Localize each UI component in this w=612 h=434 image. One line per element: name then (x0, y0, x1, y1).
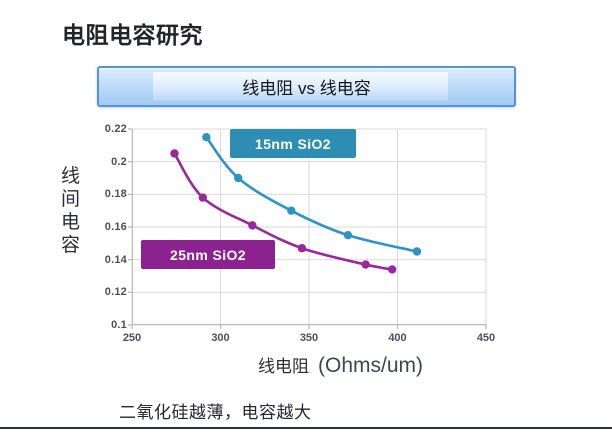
bottom-divider (0, 427, 612, 429)
x-axis-label: 线电阻 (Ohms/um) (258, 352, 423, 378)
data-point (198, 193, 207, 202)
x-axis-label-cn: 线电阻 (258, 357, 309, 376)
y-axis-title: 线间电容 (60, 166, 80, 256)
x-tick-label: 350 (299, 332, 319, 344)
x-tick-label: 250 (122, 332, 142, 344)
y-tick-label: 0.16 (104, 221, 127, 233)
data-point (297, 244, 307, 253)
legend-15nm-sio2: 15nm SiO2 (230, 129, 356, 158)
chart-title: 线电阻 vs 线电容 (242, 79, 371, 98)
data-point (387, 265, 397, 274)
data-point (234, 173, 243, 183)
chart-title-banner: 线电阻 vs 线电容 (97, 66, 516, 107)
data-point (248, 221, 257, 230)
footer-note: 二氧化硅越薄，电容越大 (119, 403, 312, 422)
plot-area (128, 128, 487, 329)
data-point (287, 206, 296, 215)
y-tick-label: 0.22 (104, 123, 127, 135)
y-tick-label: 0.2 (111, 155, 127, 168)
data-point (361, 260, 370, 269)
x-axis-label-unit: (Ohms/um) (318, 354, 423, 377)
data-point (343, 230, 353, 240)
data-point (412, 247, 422, 256)
page-title: 电阻电容研究 (62, 22, 203, 48)
x-tick-label: 400 (388, 332, 407, 344)
x-tick-label: 300 (211, 332, 230, 344)
x-tick-label: 450 (476, 332, 496, 344)
data-point (202, 132, 211, 142)
y-tick-label: 0.18 (104, 188, 127, 201)
data-point (170, 149, 179, 158)
legend-25nm-sio2: 25nm SiO2 (141, 240, 275, 269)
y-tick-label: 0.12 (104, 286, 127, 299)
y-tick-label: 0.14 (104, 253, 127, 266)
y-tick-label: 0.1 (111, 319, 127, 331)
